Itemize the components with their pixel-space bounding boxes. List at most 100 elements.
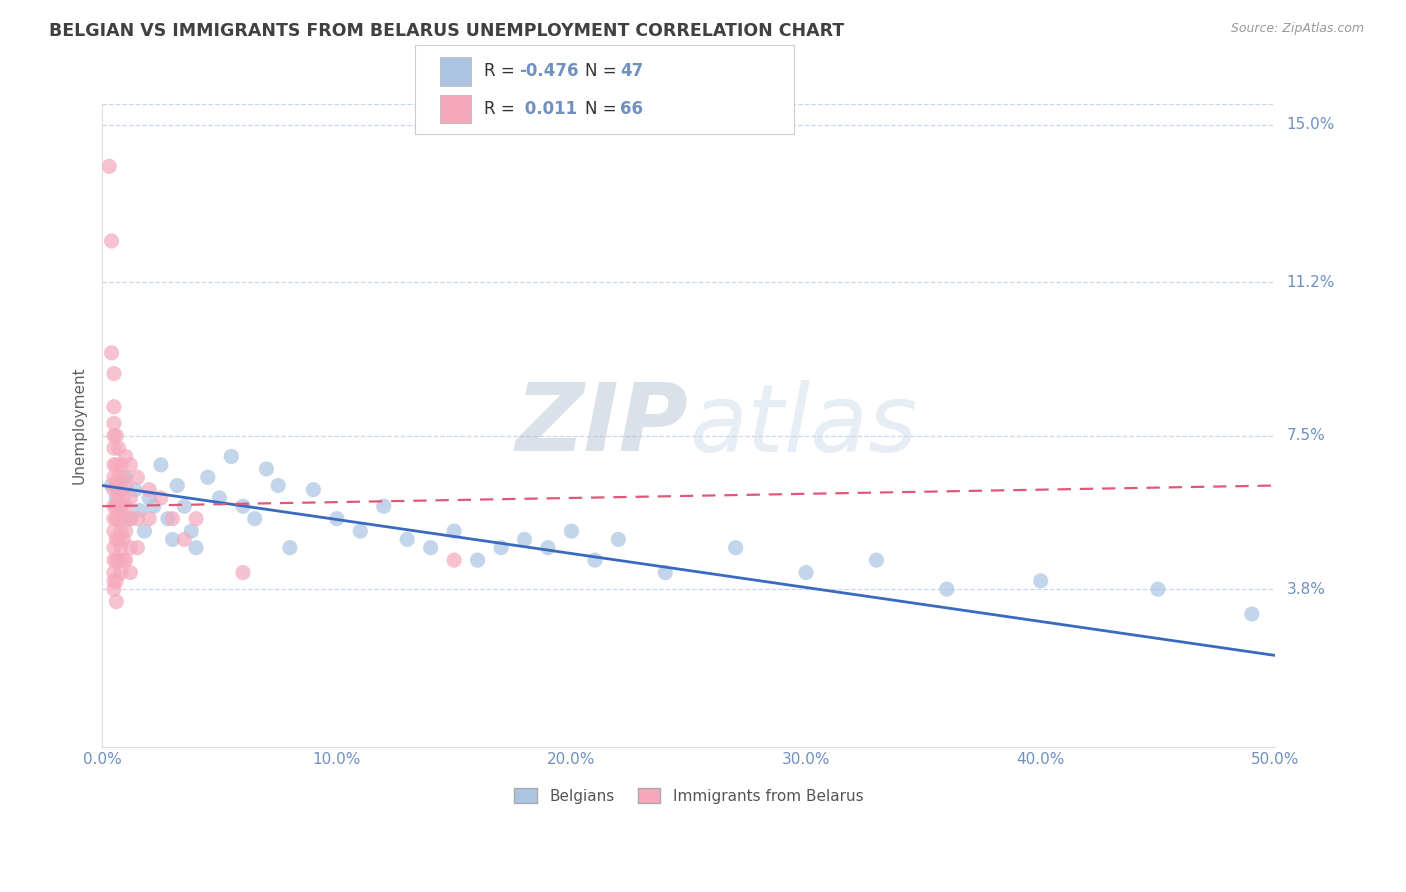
Point: [107, 553, 129, 567]
Point: [114, 470, 136, 484]
Point: [560, 524, 582, 538]
Text: 15.0%: 15.0%: [1286, 118, 1334, 132]
Point: [103, 400, 125, 414]
Point: [98, 160, 121, 174]
Point: [419, 541, 441, 555]
Point: [103, 367, 125, 381]
Legend: Belgians, Immigrants from Belarus: Belgians, Immigrants from Belarus: [508, 781, 869, 810]
Point: [105, 458, 128, 472]
Point: [110, 500, 132, 514]
Point: [120, 566, 142, 580]
Point: [103, 417, 125, 431]
Point: [349, 524, 371, 538]
Point: [232, 566, 254, 580]
Point: [173, 500, 195, 514]
Point: [138, 491, 160, 505]
Point: [105, 553, 128, 567]
Point: [110, 541, 132, 555]
Point: [112, 511, 135, 525]
Point: [1029, 574, 1052, 588]
Point: [127, 470, 149, 484]
Point: [1240, 607, 1263, 621]
Point: [103, 541, 125, 555]
Text: 0.011: 0.011: [519, 100, 576, 118]
Point: [267, 478, 290, 492]
Point: [127, 511, 149, 525]
Point: [105, 500, 128, 514]
Point: [114, 500, 136, 514]
Point: [107, 511, 129, 525]
Point: [103, 524, 125, 538]
Point: [278, 541, 301, 555]
Point: [110, 458, 132, 472]
Point: [112, 491, 135, 505]
Point: [513, 533, 536, 547]
Point: [156, 511, 179, 525]
Point: [103, 429, 125, 443]
Point: [110, 524, 132, 538]
Point: [142, 500, 165, 514]
Point: [110, 500, 132, 514]
Point: [110, 483, 132, 497]
Point: [103, 566, 125, 580]
Point: [326, 511, 349, 525]
Point: [162, 533, 184, 547]
Text: 47: 47: [620, 62, 644, 80]
Point: [112, 533, 135, 547]
Point: [107, 441, 129, 455]
Point: [794, 566, 817, 580]
Point: [100, 478, 122, 492]
Point: [232, 500, 254, 514]
Point: [134, 524, 156, 538]
Point: [112, 470, 135, 484]
Text: N =: N =: [585, 100, 621, 118]
Point: [537, 541, 560, 555]
Point: [443, 553, 465, 567]
Point: [103, 441, 125, 455]
Y-axis label: Unemployment: Unemployment: [72, 367, 86, 484]
Point: [166, 478, 188, 492]
Point: [107, 533, 129, 547]
Point: [396, 533, 419, 547]
Point: [105, 491, 128, 505]
Point: [120, 458, 142, 472]
Text: 11.2%: 11.2%: [1286, 275, 1334, 290]
Point: [114, 553, 136, 567]
Point: [184, 541, 207, 555]
Point: [103, 582, 125, 596]
Text: atlas: atlas: [689, 380, 917, 471]
Text: BELGIAN VS IMMIGRANTS FROM BELARUS UNEMPLOYMENT CORRELATION CHART: BELGIAN VS IMMIGRANTS FROM BELARUS UNEMP…: [49, 22, 845, 40]
Point: [128, 503, 150, 517]
Point: [208, 491, 231, 505]
Point: [103, 458, 125, 472]
Point: [110, 566, 132, 580]
Point: [105, 594, 128, 608]
Point: [256, 462, 278, 476]
Point: [865, 553, 887, 567]
Point: [302, 483, 325, 497]
Point: [105, 478, 128, 492]
Point: [105, 511, 128, 525]
Point: [100, 346, 122, 360]
Point: [173, 533, 195, 547]
Point: [107, 491, 129, 505]
Text: 7.5%: 7.5%: [1286, 428, 1324, 443]
Point: [120, 541, 142, 555]
Point: [138, 483, 160, 497]
Text: 3.8%: 3.8%: [1286, 582, 1326, 597]
Point: [127, 541, 149, 555]
Text: R =: R =: [484, 100, 520, 118]
Point: [607, 533, 630, 547]
Point: [114, 478, 136, 492]
Point: [443, 524, 465, 538]
Text: 66: 66: [620, 100, 643, 118]
Point: [149, 491, 172, 505]
Point: [105, 574, 128, 588]
Point: [103, 553, 125, 567]
Point: [103, 511, 125, 525]
Point: [935, 582, 957, 596]
Point: [112, 553, 135, 567]
Text: N =: N =: [585, 62, 621, 80]
Point: [107, 470, 129, 484]
Text: -0.476: -0.476: [519, 62, 578, 80]
